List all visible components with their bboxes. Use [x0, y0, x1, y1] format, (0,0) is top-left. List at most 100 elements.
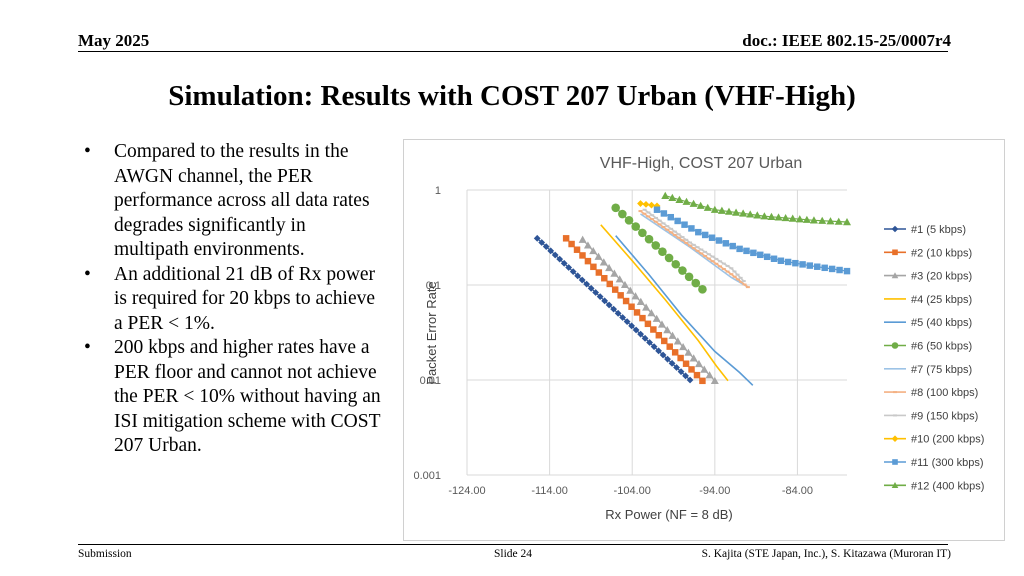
- data-point: [619, 314, 627, 321]
- data-point: [601, 274, 608, 282]
- data-point: [653, 202, 661, 210]
- data-point: [703, 250, 708, 253]
- series-line: [600, 224, 729, 382]
- data-point: [623, 318, 631, 326]
- series-group: [562, 235, 706, 385]
- x-tick-label: -84.00: [782, 485, 813, 497]
- data-point: [663, 326, 672, 334]
- data-point: [650, 214, 655, 217]
- series-group: [661, 191, 851, 226]
- data-point: [667, 213, 674, 221]
- series-line: [640, 213, 749, 288]
- data-point: [601, 297, 609, 305]
- bullet-item: • 200 kbps and higher rates have a PER f…: [84, 336, 384, 459]
- series-group: [615, 235, 754, 386]
- data-point: [682, 360, 690, 367]
- data-point: [657, 219, 662, 222]
- data-point: [664, 355, 671, 363]
- data-point: [695, 228, 702, 236]
- data-point: [843, 218, 851, 226]
- data-point: [724, 207, 733, 215]
- y-tick-label: 0.001: [413, 470, 441, 482]
- data-point: [891, 482, 899, 488]
- data-point: [732, 208, 741, 216]
- data-point: [691, 278, 701, 288]
- data-point: [665, 225, 670, 228]
- data-point: [688, 366, 695, 373]
- data-point: [574, 272, 582, 280]
- y-tick-label: 0.01: [420, 375, 441, 387]
- data-point: [611, 286, 619, 293]
- data-point: [689, 199, 698, 207]
- data-point: [650, 343, 658, 351]
- legend-label: #3 (20 kbps): [911, 271, 972, 283]
- data-point: [676, 236, 681, 239]
- data-point: [638, 210, 643, 213]
- data-point: [636, 297, 645, 305]
- data-point: [579, 252, 586, 259]
- data-point: [681, 221, 688, 228]
- data-point: [675, 195, 684, 203]
- data-point: [648, 201, 655, 209]
- data-point: [892, 249, 898, 256]
- data-point: [710, 255, 715, 258]
- data-point: [622, 297, 630, 305]
- data-point: [757, 251, 764, 259]
- data-point: [578, 276, 586, 284]
- data-point: [784, 258, 792, 266]
- data-point: [668, 231, 673, 234]
- data-point: [618, 209, 627, 219]
- data-point: [658, 247, 667, 256]
- data-point: [717, 206, 726, 214]
- data-point: [646, 215, 651, 218]
- data-point: [732, 270, 737, 273]
- data-point: [693, 371, 701, 379]
- data-point: [617, 292, 624, 299]
- data-point: [699, 377, 706, 385]
- data-point: [732, 275, 737, 278]
- legend-entry: #5 (40 kbps): [884, 317, 972, 329]
- data-point: [678, 266, 687, 275]
- data-point: [735, 273, 740, 276]
- data-point: [682, 372, 689, 380]
- legend-entry: #3 (20 kbps): [884, 271, 972, 283]
- data-point: [652, 314, 661, 322]
- data-point: [642, 212, 647, 215]
- data-point: [703, 254, 708, 257]
- data-point: [891, 435, 899, 442]
- data-point: [892, 459, 898, 465]
- footer-authors: S. Kajita (STE Japan, Inc.), S. Kitazawa…: [701, 548, 951, 560]
- data-point: [708, 234, 716, 241]
- data-point: [738, 276, 743, 279]
- data-point: [777, 257, 785, 264]
- data-point: [611, 203, 620, 213]
- data-point: [606, 280, 613, 288]
- data-point: [638, 228, 647, 238]
- data-point: [774, 213, 783, 221]
- data-point: [821, 264, 828, 272]
- legend-label: #8 (100 kbps): [911, 387, 978, 399]
- legend-entry: #11 (300 kbps): [884, 457, 984, 469]
- data-point: [729, 273, 734, 276]
- y-axis-label: Packet Error Rate: [424, 281, 439, 384]
- data-point: [739, 209, 748, 217]
- data-point: [795, 215, 804, 223]
- data-point: [843, 267, 851, 275]
- data-point: [583, 241, 592, 249]
- data-point: [661, 337, 668, 345]
- data-point: [631, 292, 640, 300]
- data-point: [781, 213, 790, 222]
- series-group: [642, 208, 746, 283]
- data-point: [729, 267, 734, 270]
- data-point: [739, 280, 744, 283]
- legend-entry: #2 (10 kbps): [884, 247, 972, 259]
- data-point: [684, 348, 693, 356]
- bullet-item: • An additional 21 dB of Rx power is req…: [84, 263, 384, 337]
- legend-label: #1 (5 kbps): [911, 224, 966, 236]
- legend-label: #5 (40 kbps): [911, 317, 972, 329]
- data-point: [639, 314, 646, 322]
- data-point: [628, 322, 636, 330]
- data-point: [735, 278, 740, 281]
- data-point: [718, 260, 723, 263]
- data-point: [688, 244, 693, 247]
